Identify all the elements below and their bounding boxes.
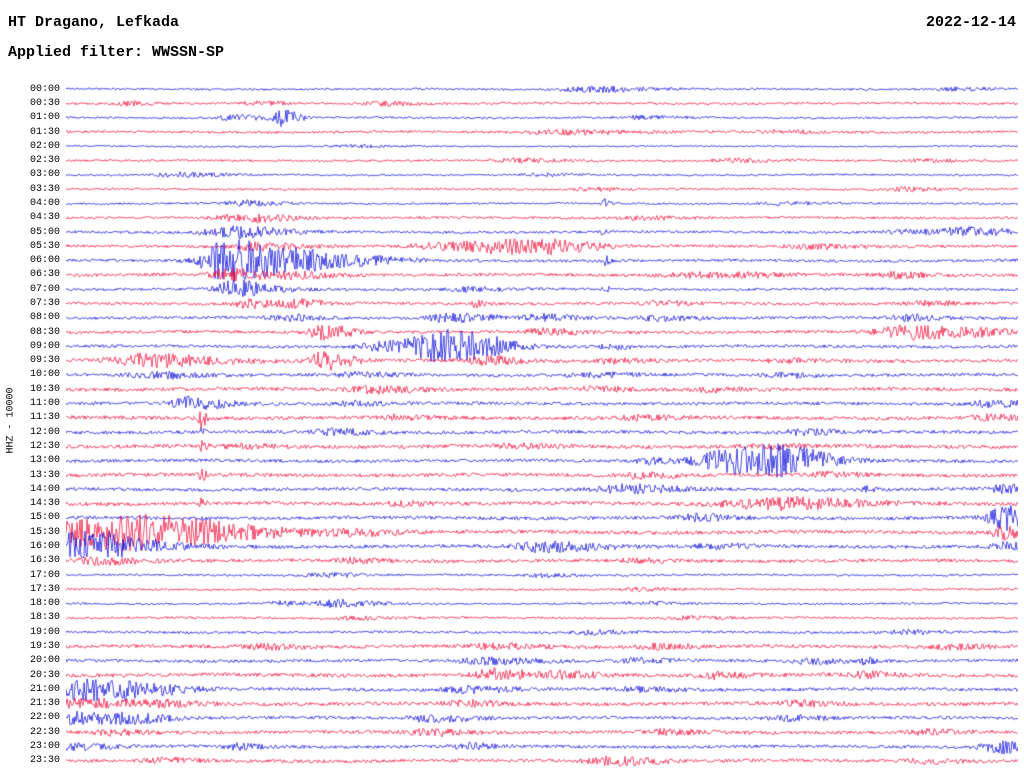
time-label: 20:00 [29,655,60,667]
time-label: 08:30 [29,326,60,338]
time-label: 09:00 [29,340,60,352]
time-label: 16:30 [29,555,60,567]
trace-canvas [66,82,1018,768]
time-label: 12:30 [29,440,60,452]
time-label: 04:30 [29,212,60,224]
time-label: 19:00 [29,626,60,638]
time-label: 05:30 [29,240,60,252]
time-label: 15:30 [29,526,60,538]
time-label: 11:30 [29,412,60,424]
time-label: 15:00 [29,512,60,524]
time-label: 23:00 [29,741,60,753]
time-label: 01:30 [29,126,60,138]
time-label: 09:30 [29,355,60,367]
filter-label: Applied filter: WWSSN-SP [8,44,225,61]
time-label: 16:00 [29,540,60,552]
time-label: 13:00 [29,455,60,467]
time-label: 07:30 [29,298,60,310]
time-label: 05:00 [29,226,60,238]
time-label: 18:30 [29,612,60,624]
date-label: 2022-12-14 [925,14,1016,31]
time-label: 02:00 [29,140,60,152]
time-label: 12:00 [29,426,60,438]
time-label: 06:00 [29,255,60,267]
time-label: 04:00 [29,197,60,209]
time-label: 10:00 [29,369,60,381]
time-label: 10:30 [29,383,60,395]
time-label: 01:00 [29,112,60,124]
time-label: 20:30 [29,669,60,681]
time-label: 03:00 [29,169,60,181]
time-label: 06:30 [29,269,60,281]
time-label: 21:00 [29,683,60,695]
time-label: 21:30 [29,698,60,710]
time-labels: 00:00 00:30 01:00 01:30 02:00 02:30 03:00 03:30… [0,82,62,768]
time-label: 22:00 [29,712,60,724]
time-label: 11:00 [29,398,60,410]
time-label: 02:30 [29,155,60,167]
time-label: 00:30 [29,97,60,109]
time-label: 19:30 [29,641,60,653]
time-label: 17:30 [29,583,60,595]
time-label: 03:30 [29,183,60,195]
station-title: HT Dragano, Lefkada [8,14,180,31]
header: HT Dragano, Lefkada 2022-12-14 [8,14,1016,31]
time-label: 23:30 [29,755,60,767]
time-label: 22:30 [29,726,60,738]
time-label: 14:00 [29,483,60,495]
time-label: 08:00 [29,312,60,324]
time-label: 17:00 [29,569,60,581]
time-label: 18:00 [29,598,60,610]
time-label: 07:00 [29,283,60,295]
time-label: 14:30 [29,498,60,510]
time-label: 00:00 [29,83,60,95]
time-label: 13:30 [29,469,60,481]
